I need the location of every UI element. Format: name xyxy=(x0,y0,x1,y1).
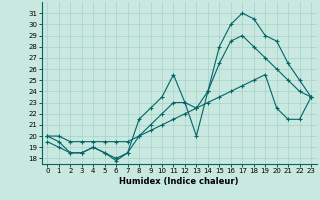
X-axis label: Humidex (Indice chaleur): Humidex (Indice chaleur) xyxy=(119,177,239,186)
